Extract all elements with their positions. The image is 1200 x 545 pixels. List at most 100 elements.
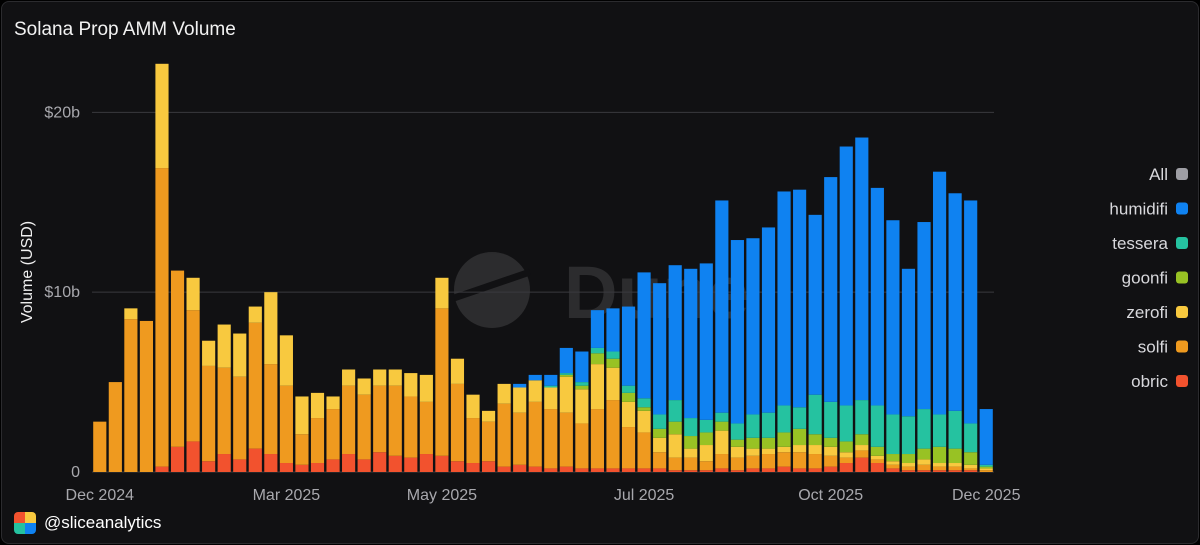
bar-segment-goonfi[interactable] (590, 353, 605, 365)
bar-stack[interactable] (435, 277, 449, 472)
bar-segment-obric[interactable] (466, 463, 480, 472)
bar-stack[interactable] (855, 137, 869, 472)
bar-segment-solfi[interactable] (404, 396, 418, 458)
bar-segment-goonfi[interactable] (699, 432, 713, 446)
bar-segment-obric[interactable] (513, 464, 527, 472)
bar-stack[interactable] (544, 374, 558, 472)
bar-segment-obric[interactable] (855, 457, 869, 472)
bar-stack[interactable] (590, 310, 605, 472)
bar-segment-zerofi[interactable] (901, 463, 916, 467)
bar-stack[interactable] (108, 382, 122, 472)
bar-segment-humidifi[interactable] (684, 268, 698, 419)
bar-segment-goonfi[interactable] (684, 436, 698, 449)
bar-segment-humidifi[interactable] (699, 263, 713, 420)
bar-segment-tessera[interactable] (808, 394, 822, 435)
bar-segment-solfi[interactable] (699, 461, 713, 471)
bar-segment-zerofi[interactable] (497, 383, 511, 404)
bar-segment-solfi[interactable] (295, 434, 309, 465)
bar-segment-solfi[interactable] (373, 385, 387, 453)
bar-segment-humidifi[interactable] (621, 306, 636, 386)
bar-segment-zerofi[interactable] (793, 445, 807, 453)
bar-segment-solfi[interactable] (310, 418, 325, 464)
bar-segment-humidifi[interactable] (715, 200, 729, 413)
bar-segment-zerofi[interactable] (917, 459, 931, 465)
bar-segment-goonfi[interactable] (621, 392, 636, 402)
bar-stack[interactable] (917, 222, 931, 472)
bar-stack[interactable] (637, 272, 651, 472)
bar-stack[interactable] (202, 340, 216, 472)
bar-segment-obric[interactable] (450, 461, 465, 472)
bar-segment-obric[interactable] (279, 463, 293, 472)
bar-segment-goonfi[interactable] (932, 446, 947, 464)
bar-segment-solfi[interactable] (668, 457, 682, 471)
bar-segment-humidifi[interactable] (932, 171, 947, 415)
bar-segment-zerofi[interactable] (824, 446, 838, 456)
bar-segment-solfi[interactable] (948, 466, 962, 471)
bar-segment-obric[interactable] (559, 466, 573, 472)
bar-stack[interactable] (575, 351, 589, 472)
bar-segment-solfi[interactable] (870, 459, 884, 464)
bar-segment-zerofi[interactable] (419, 374, 433, 402)
bar-stack[interactable] (699, 263, 713, 472)
bar-segment-zerofi[interactable] (886, 461, 900, 465)
bar-stack[interactable] (404, 373, 418, 472)
bar-segment-solfi[interactable] (886, 464, 900, 469)
bar-segment-solfi[interactable] (559, 412, 573, 467)
bar-stack[interactable] (295, 396, 309, 472)
bar-segment-solfi[interactable] (264, 364, 278, 455)
bar-segment-zerofi[interactable] (621, 401, 636, 428)
legend-item-all[interactable]: All (1149, 165, 1188, 184)
bar-segment-obric[interactable] (435, 455, 449, 472)
bar-stack[interactable] (279, 335, 293, 472)
bar-segment-humidifi[interactable] (544, 374, 558, 386)
bar-segment-goonfi[interactable] (917, 448, 931, 460)
bar-segment-goonfi[interactable] (964, 452, 978, 465)
bar-segment-goonfi[interactable] (870, 446, 884, 456)
bar-segment-tessera[interactable] (839, 405, 853, 442)
bar-segment-humidifi[interactable] (886, 220, 900, 415)
bar-segment-obric[interactable] (404, 457, 418, 472)
bar-segment-zerofi[interactable] (870, 455, 884, 460)
bar-segment-obric[interactable] (590, 468, 605, 472)
bar-segment-humidifi[interactable] (777, 191, 791, 406)
bar-segment-solfi[interactable] (746, 455, 760, 469)
bar-segment-solfi[interactable] (917, 464, 931, 471)
bar-segment-solfi[interactable] (528, 401, 542, 467)
bar-segment-tessera[interactable] (668, 400, 682, 422)
bar-segment-goonfi[interactable] (777, 432, 791, 447)
bar-segment-obric[interactable] (217, 454, 231, 472)
bar-segment-goonfi[interactable] (808, 434, 822, 446)
bar-segment-obric[interactable] (886, 468, 900, 472)
bar-segment-obric[interactable] (964, 470, 978, 472)
bar-segment-solfi[interactable] (248, 322, 262, 449)
bar-stack[interactable] (310, 392, 325, 472)
bar-stack[interactable] (93, 421, 107, 472)
bar-segment-humidifi[interactable] (917, 222, 931, 410)
bar-stack[interactable] (513, 383, 527, 472)
bar-stack[interactable] (170, 270, 185, 472)
bar-segment-zerofi[interactable] (450, 358, 465, 384)
bar-segment-obric[interactable] (901, 470, 916, 472)
bar-segment-obric[interactable] (310, 463, 325, 472)
bar-segment-obric[interactable] (326, 459, 340, 472)
bar-segment-zerofi[interactable] (808, 445, 822, 455)
bar-segment-goonfi[interactable] (730, 439, 744, 447)
bar-segment-solfi[interactable] (419, 401, 433, 455)
bar-stack[interactable] (186, 277, 200, 472)
bar-segment-humidifi[interactable] (528, 374, 542, 381)
bar-segment-obric[interactable] (932, 470, 947, 472)
bar-segment-tessera[interactable] (637, 398, 651, 408)
bar-segment-obric[interactable] (606, 468, 620, 472)
bar-segment-obric[interactable] (544, 468, 558, 472)
bar-segment-solfi[interactable] (139, 320, 154, 472)
bar-segment-obric[interactable] (264, 454, 278, 472)
bar-segment-obric[interactable] (248, 448, 262, 472)
bar-stack[interactable] (653, 283, 667, 472)
attribution-handle[interactable]: @sliceanalytics (44, 513, 162, 532)
bar-segment-tessera[interactable] (606, 351, 620, 359)
bar-segment-zerofi[interactable] (342, 369, 356, 386)
bar-segment-solfi[interactable] (855, 450, 869, 458)
bar-segment-zerofi[interactable] (466, 394, 480, 419)
bar-segment-obric[interactable] (948, 470, 962, 472)
bar-segment-obric[interactable] (839, 463, 853, 472)
